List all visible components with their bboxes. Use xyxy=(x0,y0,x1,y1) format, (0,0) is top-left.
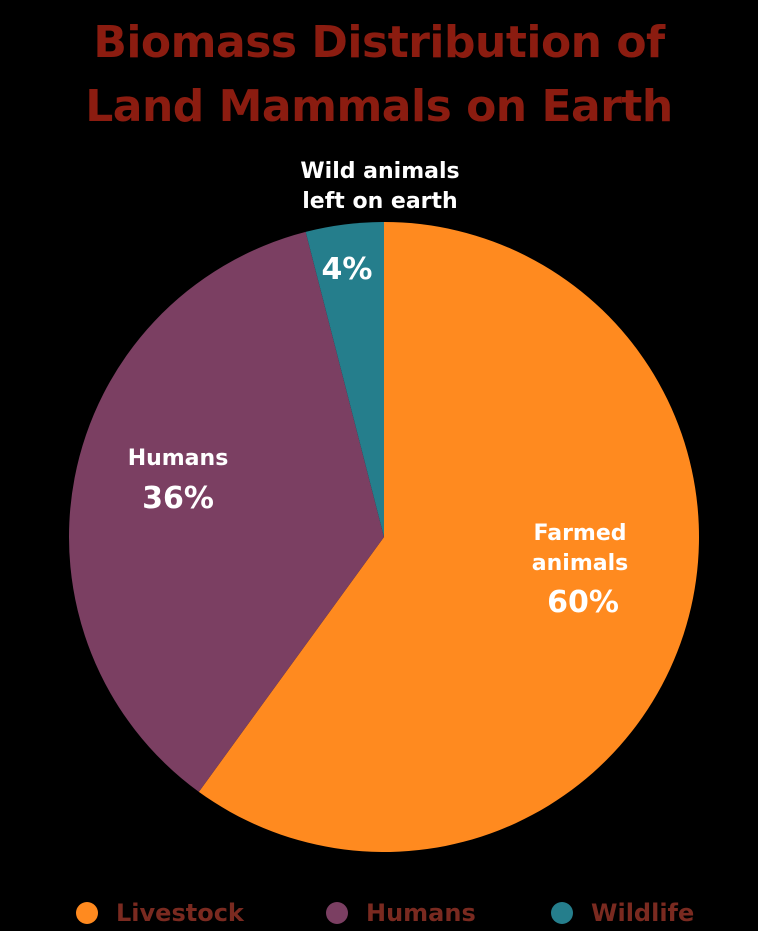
legend-item-wildlife: Wildlife xyxy=(551,896,694,930)
chart-title-line1: Biomass Distribution of xyxy=(93,17,665,68)
chart-legend: Livestock Humans Wildlife xyxy=(0,896,758,930)
slice-label-wildlife-1: left on earth xyxy=(302,189,457,214)
legend-swatch-humans xyxy=(326,902,348,924)
slice-value-wildlife: 4% xyxy=(322,252,373,287)
chart-title-line2: Land Mammals on Earth xyxy=(85,81,673,132)
slice-label-livestock-0: Farmed xyxy=(533,521,626,546)
legend-label-wildlife: Wildlife xyxy=(591,899,695,927)
slice-value-humans: 36% xyxy=(142,481,214,516)
slice-label-livestock-1: animals xyxy=(532,551,628,576)
slice-label-humans-0: Humans xyxy=(128,446,229,471)
legend-label-livestock: Livestock xyxy=(116,899,244,927)
pie-slice-humans xyxy=(69,231,385,792)
legend-item-livestock: Livestock xyxy=(76,896,244,930)
legend-item-humans: Humans xyxy=(326,896,476,930)
slice-value-livestock: 60% xyxy=(547,585,619,620)
legend-swatch-wildlife xyxy=(551,902,573,924)
pie-slice-wildlife xyxy=(305,222,384,537)
slice-label-wildlife-0: Wild animals xyxy=(300,159,459,184)
pie-slice-livestock xyxy=(198,222,700,852)
legend-label-humans: Humans xyxy=(366,899,476,927)
legend-swatch-livestock xyxy=(76,902,98,924)
